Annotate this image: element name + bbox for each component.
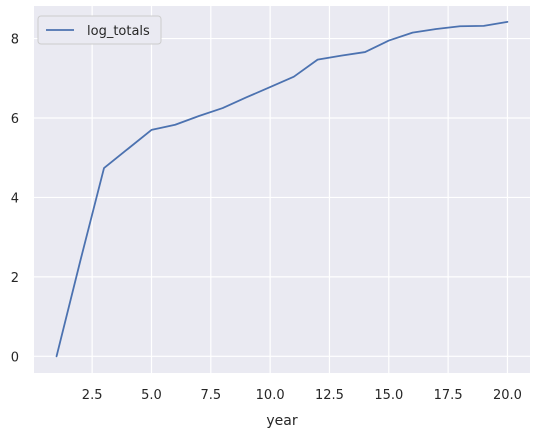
y-tick-label: 4 bbox=[11, 191, 19, 206]
x-tick-label: 20.0 bbox=[493, 388, 522, 403]
series-group bbox=[55, 20, 509, 358]
grid bbox=[34, 6, 530, 373]
plot-area bbox=[34, 6, 530, 373]
y-tick-label: 2 bbox=[11, 271, 19, 286]
legend-box bbox=[37, 15, 162, 45]
x-axis-label: year bbox=[266, 413, 297, 429]
x-ticks: 2.5 5.0 7.5 10.0 12.5 15.0 17.5 20.0 bbox=[82, 388, 522, 403]
x-tick-label: 7.5 bbox=[200, 388, 221, 403]
x-tick-label: 17.5 bbox=[434, 388, 463, 403]
y-tick-label: 8 bbox=[11, 33, 19, 48]
x-tick-label: 10.0 bbox=[256, 388, 285, 403]
x-tick-label: 5.0 bbox=[141, 388, 162, 403]
x-tick-label: 12.5 bbox=[315, 388, 344, 403]
y-tick-label: 0 bbox=[11, 350, 19, 365]
x-tick-label: 2.5 bbox=[82, 388, 103, 403]
legend-label-log-totals: log_totals bbox=[87, 24, 150, 39]
y-ticks: 0 2 4 6 8 bbox=[11, 33, 19, 366]
series-line-log-totals bbox=[55, 20, 509, 358]
x-tick-label: 15.0 bbox=[374, 388, 403, 403]
y-tick-label: 6 bbox=[11, 112, 19, 127]
legend: log_totals bbox=[37, 15, 162, 45]
